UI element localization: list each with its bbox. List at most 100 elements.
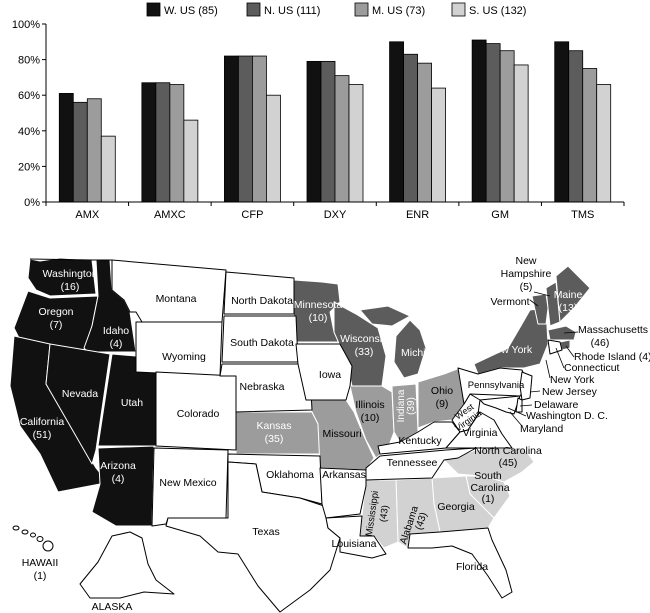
y-axis: 0% 20% 40% 60% 80% 100% xyxy=(12,19,47,209)
state-louisiana xyxy=(325,515,387,559)
legend-label-3: M. US (73) xyxy=(372,5,425,17)
bar-cfp-4 xyxy=(266,94,281,203)
label-kansas: Kansas xyxy=(256,420,291,432)
label-oregon-n: (7) xyxy=(50,319,63,331)
label-wisconsin-n: (33) xyxy=(355,346,374,358)
state-missouri xyxy=(305,399,375,471)
label-ohio-n: (9) xyxy=(436,398,449,410)
y-tick-label: 40% xyxy=(18,126,40,138)
label-indiana-n: (39) xyxy=(406,397,417,415)
label-oklahoma: Oklahoma xyxy=(266,469,314,481)
hawaii-island-4 xyxy=(36,536,44,542)
label-north-carolina-n: (45) xyxy=(499,457,518,469)
legend-swatch-1 xyxy=(146,2,161,17)
leader-delaware xyxy=(519,404,533,407)
x-tick-label-tms: TMS xyxy=(571,209,594,221)
state-montana xyxy=(111,259,227,323)
label-kansas-n: (35) xyxy=(265,433,284,445)
label-south-carolina-n: (1) xyxy=(482,493,495,505)
label-massachusetts-n: (46) xyxy=(591,337,610,349)
legend-label-2: N. US (111) xyxy=(264,5,320,17)
state-michigan xyxy=(393,319,427,379)
state-texas xyxy=(165,461,341,613)
label-wyoming: Wyoming xyxy=(162,351,206,363)
label-minnesota-n: (10) xyxy=(309,312,328,324)
label-new-jersey: New Jersey xyxy=(542,386,598,398)
label-connecticut: Connecticut xyxy=(564,362,620,374)
label-maryland: Maryland xyxy=(520,423,563,435)
label-mississippi-n: (43) xyxy=(378,505,391,523)
label-alaska: ALASKA xyxy=(92,601,133,613)
state-new-jersey xyxy=(519,371,533,401)
state-delaware xyxy=(515,397,523,413)
chart-legend: W. US (85) N. US (111) M. US (73) S. US (13… xyxy=(146,2,526,17)
leader-dc xyxy=(507,407,527,417)
bar-gm-1 xyxy=(471,39,487,203)
state-washington xyxy=(27,257,97,297)
state-massachusetts xyxy=(547,325,577,341)
x-tick-label-amxc: AMXC xyxy=(154,209,186,221)
bar-amxc-4 xyxy=(183,119,199,203)
hawaii-island-5 xyxy=(42,540,54,552)
label-washington: Washington xyxy=(42,268,97,280)
label-rhode-island: Rhode Island (4) xyxy=(574,351,650,363)
leader-new-hampshire xyxy=(533,291,551,297)
label-washington-n: (16) xyxy=(61,281,80,293)
bar-cfp-2 xyxy=(238,55,253,203)
y-tick-label: 80% xyxy=(18,55,40,67)
label-colorado: Colorado xyxy=(177,408,220,420)
x-axis: AMX AMXC CFP DXY ENR GM TMS xyxy=(45,201,625,221)
label-california-n: (51) xyxy=(33,429,52,441)
label-michigan: Michigan xyxy=(401,347,443,359)
state-florida xyxy=(407,527,513,599)
label-washington-dc: Washington D. C. xyxy=(526,410,608,422)
legend-label-1: W. US (85) xyxy=(164,5,218,17)
state-arizona xyxy=(91,445,155,527)
bar-enr-1 xyxy=(389,41,404,203)
label-pennsylvania: Pennsylvania xyxy=(468,380,525,391)
state-north-carolina xyxy=(443,447,535,483)
hawaii-island-3 xyxy=(30,532,36,538)
label-illinois-n: (10) xyxy=(361,412,380,424)
state-iowa xyxy=(295,343,353,401)
hawaii-island-1 xyxy=(12,525,20,531)
state-wyoming xyxy=(135,321,223,377)
state-new-hampshire xyxy=(545,281,561,327)
label-nebraska: Nebraska xyxy=(240,381,285,393)
bar-chart: W. US (85) N. US (111) M. US (73) S. US (13… xyxy=(12,2,625,221)
label-south-dakota: South Dakota xyxy=(230,337,294,349)
state-maryland xyxy=(479,395,521,415)
bar-cfp-3 xyxy=(252,55,267,203)
label-texas: Texas xyxy=(252,526,279,538)
label-missouri: Missouri xyxy=(322,428,361,440)
label-new-hampshire-1: New xyxy=(515,255,536,267)
x-tick-label-cfp: CFP xyxy=(241,209,263,221)
label-indiana: Indiana xyxy=(396,389,407,422)
label-south-carolina-2: Carolina xyxy=(470,482,509,494)
bar-tms-1 xyxy=(554,41,570,203)
bar-amx-1 xyxy=(58,93,74,203)
label-new-hampshire-2: Hampshire xyxy=(501,268,552,280)
label-new-york: New York xyxy=(488,344,533,356)
label-wisconsin: Wisconsin xyxy=(340,333,388,345)
legend-swatch-4 xyxy=(451,2,466,17)
bar-cfp-1 xyxy=(224,55,239,203)
label-iowa: Iowa xyxy=(319,369,341,381)
label-north-carolina: North Carolina xyxy=(474,445,542,457)
leader-new-jersey xyxy=(529,390,541,393)
label-virginia: Virginia xyxy=(463,427,498,439)
bar-amx-3 xyxy=(86,98,102,203)
label-utah: Utah xyxy=(121,397,143,409)
label-arizona: Arizona xyxy=(100,460,136,472)
label-maine-n: (13) xyxy=(559,302,578,314)
label-new-hampshire-n: (5) xyxy=(520,281,533,293)
bar-dxy-2 xyxy=(320,60,336,203)
label-delaware: Delaware xyxy=(534,399,579,411)
bar-amxc-1 xyxy=(141,82,157,203)
state-minnesota xyxy=(291,279,341,343)
bar-dxy-1 xyxy=(306,60,322,203)
label-idaho: Idaho xyxy=(103,325,129,337)
label-maine: Maine xyxy=(554,289,583,301)
legend-swatch-2 xyxy=(246,2,261,17)
label-ohio: Ohio xyxy=(431,385,453,397)
